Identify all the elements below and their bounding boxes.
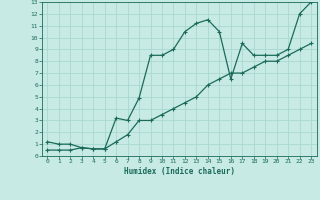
X-axis label: Humidex (Indice chaleur): Humidex (Indice chaleur)	[124, 167, 235, 176]
